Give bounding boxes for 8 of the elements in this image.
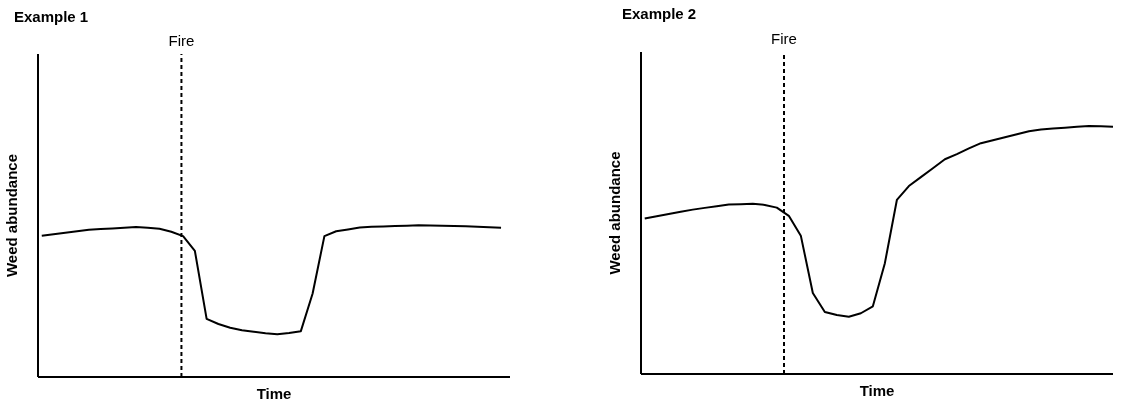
chart-title: Example 2 bbox=[622, 5, 697, 22]
y-axis-title: Weed abundance bbox=[606, 151, 624, 275]
x-axis-title: Time bbox=[859, 382, 895, 399]
text: Fire bbox=[771, 30, 797, 47]
text: Fire bbox=[168, 32, 195, 49]
y-axis-title: Weed abundance bbox=[3, 153, 21, 278]
x-axis-title: Time bbox=[256, 385, 292, 402]
chart-title: Example 1 bbox=[14, 8, 89, 25]
